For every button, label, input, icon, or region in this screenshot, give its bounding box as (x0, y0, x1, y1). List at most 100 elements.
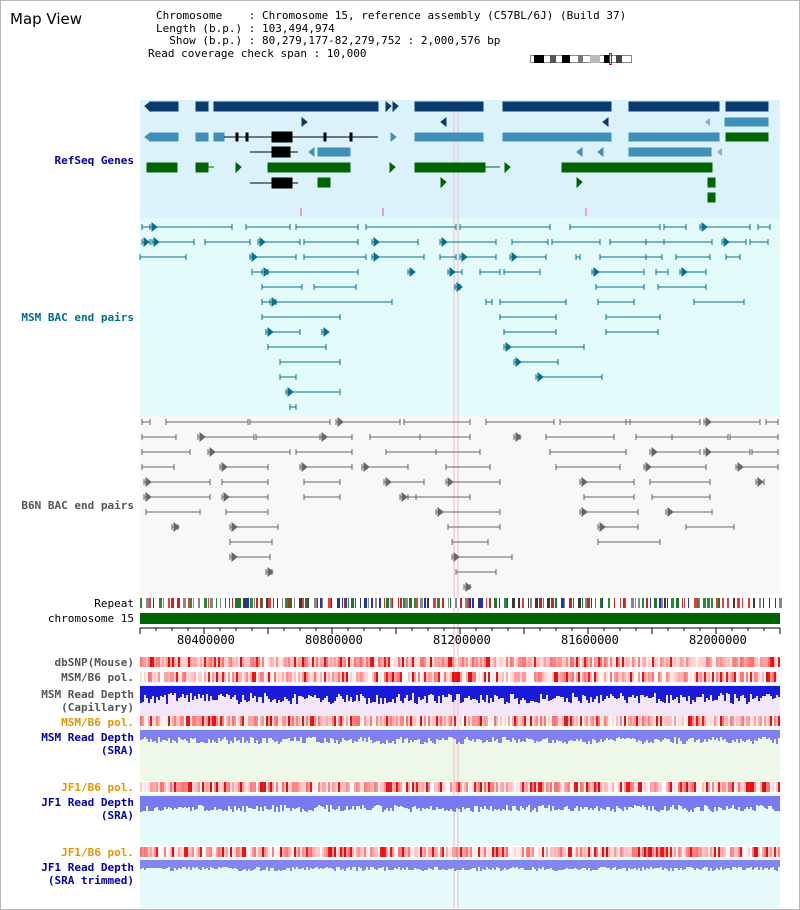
bac-end-pair[interactable] (261, 266, 359, 278)
bac-end-pair[interactable] (649, 479, 711, 485)
track-label-jf1-b6-pol[interactable]: JF1/B6 pol. (61, 846, 134, 859)
bac-end-pair[interactable] (503, 329, 557, 335)
bac-end-pair[interactable] (485, 299, 493, 305)
bac-end-pair[interactable] (455, 569, 497, 575)
bac-end-pair[interactable] (583, 494, 635, 500)
bac-end-pair[interactable] (555, 464, 621, 470)
bac-end-pair[interactable] (221, 491, 269, 503)
bac-end-pair[interactable] (365, 224, 457, 230)
bac-end-pair[interactable] (371, 251, 425, 263)
bac-end-pair[interactable] (447, 524, 501, 530)
bac-end-pair[interactable] (459, 251, 497, 263)
bac-end-pair[interactable] (207, 446, 291, 458)
bac-end-pair[interactable] (735, 461, 779, 473)
bac-end-pair[interactable] (165, 419, 249, 425)
bac-end-pair[interactable] (597, 539, 661, 545)
bac-end-pair[interactable] (663, 224, 687, 230)
bac-end-pair[interactable] (675, 254, 711, 260)
bac-end-pair[interactable] (265, 326, 301, 338)
bac-end-pair[interactable] (385, 449, 437, 455)
bac-end-pair[interactable] (721, 236, 747, 248)
track-label-dbsnp[interactable]: dbSNP(Mouse) (54, 656, 134, 669)
bac-end-pair[interactable] (289, 404, 297, 410)
bac-end-pair[interactable] (485, 419, 555, 425)
track-label-msm-b6-pol[interactable]: MSM/B6 pol. (61, 671, 134, 684)
bac-end-pair[interactable] (265, 566, 274, 578)
bac-end-pair[interactable] (645, 239, 713, 245)
bac-end-pair[interactable] (445, 464, 491, 470)
bac-end-pair[interactable] (145, 509, 201, 515)
bac-end-pair[interactable] (371, 236, 419, 248)
bac-end-pair[interactable] (319, 431, 353, 443)
bac-end-pair[interactable] (503, 269, 541, 275)
bac-end-pair[interactable] (143, 476, 211, 488)
msm-sra-depth[interactable] (140, 730, 780, 744)
bac-end-pair[interactable] (513, 356, 559, 368)
bac-end-pair[interactable] (459, 224, 551, 230)
track-label-b6n-bac[interactable]: B6N BAC end pairs (21, 499, 134, 512)
bac-end-pair[interactable] (479, 269, 501, 275)
dbsnp-heatmap[interactable] (140, 657, 780, 667)
bac-end-pair[interactable] (229, 539, 273, 545)
msm-b6-pol-heatmap-1[interactable] (140, 672, 780, 682)
bac-end-pair[interactable] (279, 374, 297, 380)
bac-end-pair[interactable] (679, 266, 707, 278)
bac-end-pair[interactable] (513, 431, 522, 443)
bac-end-pair[interactable] (595, 284, 645, 290)
bac-end-pair[interactable] (407, 266, 416, 278)
bac-end-pair[interactable] (579, 506, 639, 518)
bac-end-pair[interactable] (407, 494, 471, 500)
bac-end-pair[interactable] (625, 419, 701, 425)
bac-end-pair[interactable] (303, 494, 341, 500)
bac-end-pair[interactable] (361, 461, 409, 473)
jf1-b6-pol-heatmap-1[interactable] (140, 782, 780, 792)
bac-end-pair[interactable] (545, 434, 615, 440)
bac-end-pair[interactable] (597, 299, 635, 305)
bac-end-pair[interactable] (299, 461, 353, 473)
bac-end-pair[interactable] (439, 236, 497, 248)
bac-end-pair[interactable] (559, 419, 631, 425)
track-label-jf1-read-depth-sra[interactable]: JF1 Read Depth (SRA) (41, 796, 134, 822)
jf1-b6-pol-heatmap-2[interactable] (140, 847, 780, 857)
bac-end-pair[interactable] (383, 476, 425, 488)
bac-end-pair[interactable] (643, 461, 707, 473)
bac-end-pair[interactable] (229, 551, 271, 563)
chromosome-ideogram[interactable] (530, 53, 632, 65)
bac-end-pair[interactable] (249, 251, 297, 263)
track-label-refseq[interactable]: RefSeq Genes (54, 154, 134, 167)
bac-end-pair[interactable] (463, 581, 472, 593)
bac-end-pair[interactable] (729, 434, 779, 440)
bac-end-pair[interactable] (699, 221, 751, 233)
bac-end-pair[interactable] (657, 284, 707, 290)
bac-end-pair[interactable] (313, 284, 357, 290)
bac-end-pair[interactable] (261, 314, 341, 320)
bac-end-pair[interactable] (143, 491, 211, 503)
bac-end-pair[interactable] (605, 329, 659, 335)
bac-end-pair[interactable] (499, 314, 557, 320)
bac-end-pair[interactable] (141, 419, 151, 425)
bac-end-pair[interactable] (257, 236, 301, 248)
bac-end-pair[interactable] (419, 434, 471, 440)
repeat-track[interactable] (140, 598, 782, 608)
bac-end-pair[interactable] (335, 416, 401, 428)
bac-end-pair[interactable] (149, 221, 233, 233)
msm-capillary-depth[interactable] (140, 686, 780, 704)
bac-end-pair[interactable] (151, 236, 195, 248)
track-label-msm-read-depth-sra[interactable]: MSM Read Depth (SRA) (41, 731, 134, 757)
bac-end-pair[interactable] (645, 254, 663, 260)
bac-end-pair[interactable] (685, 524, 735, 530)
bac-end-pair[interactable] (171, 521, 180, 533)
bac-end-pair[interactable] (221, 479, 269, 485)
bac-end-pair[interactable] (269, 296, 393, 308)
bac-end-pair[interactable] (551, 239, 601, 245)
bac-end-pair[interactable] (295, 224, 359, 230)
bac-end-pair[interactable] (435, 449, 481, 455)
bac-end-pair[interactable] (503, 341, 585, 353)
bac-end-pair[interactable] (303, 479, 341, 485)
bac-end-pair[interactable] (749, 239, 769, 245)
bac-end-pair[interactable] (765, 419, 779, 425)
bac-end-pair[interactable] (439, 254, 457, 260)
bac-end-pair[interactable] (597, 521, 639, 533)
bac-end-pair[interactable] (655, 269, 669, 275)
